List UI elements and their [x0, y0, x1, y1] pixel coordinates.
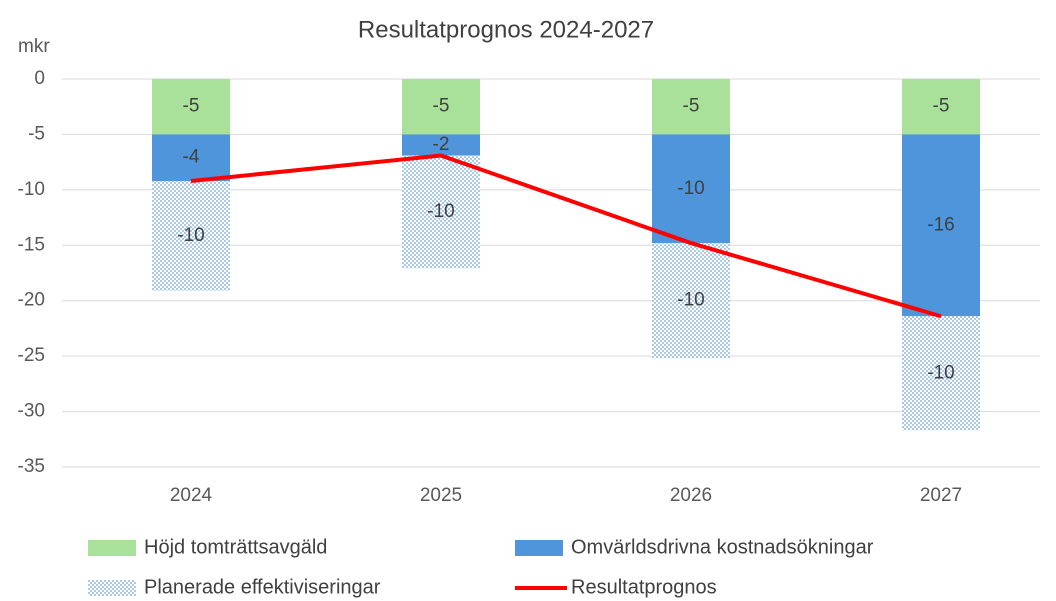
legend-swatch [88, 580, 136, 596]
bar-segment [902, 79, 980, 135]
bar-segment [652, 134, 730, 244]
x-tick-label: 2024 [170, 485, 213, 506]
y-tick-label: -30 [18, 401, 45, 422]
data-label: -4 [183, 147, 200, 168]
y-tick-label: -15 [18, 234, 45, 255]
data-label: -10 [177, 225, 204, 246]
bar-segment [402, 79, 480, 135]
bar-segment [152, 79, 230, 135]
x-tick-label: 2027 [920, 485, 962, 506]
y-tick-label: -25 [18, 345, 45, 366]
legend-label: Omvärldsdrivna kostnadsökningar [571, 536, 874, 558]
data-label: -16 [927, 214, 954, 235]
bar-segment [652, 243, 730, 359]
data-label: -10 [677, 290, 704, 311]
x-tick-label: 2026 [670, 485, 712, 506]
data-label: -5 [433, 96, 450, 117]
chart-title: Resultatprognos 2024-2027 [358, 16, 654, 43]
y-tick-label: -35 [18, 456, 45, 477]
y-tick-label: -5 [28, 123, 45, 144]
legend-label: Planerade effektiviseringar [144, 576, 381, 598]
line [190, 153, 942, 319]
data-label: -10 [927, 362, 954, 383]
bar-segment [152, 180, 230, 291]
legend-swatch [88, 540, 136, 556]
y-axis-label: mkr [18, 36, 50, 57]
legend-label: Höjd tomträttsavgäld [144, 536, 327, 558]
y-tick-label: 0 [34, 68, 45, 89]
y-tick-label: -20 [18, 290, 45, 311]
bar-segment [902, 316, 980, 431]
data-label: -5 [683, 96, 700, 117]
data-label: -10 [677, 178, 704, 199]
data-label: -5 [933, 96, 950, 117]
data-label: -2 [433, 134, 450, 155]
x-tick-label: 2025 [420, 485, 462, 506]
legend-label: Resultatprognos [571, 576, 717, 598]
bar-segment [652, 79, 730, 135]
bar-segment [152, 134, 230, 181]
bar-segment [402, 155, 480, 269]
bar-segment [402, 134, 480, 156]
data-label: -5 [183, 96, 200, 117]
legend-swatch [515, 540, 563, 556]
y-tick-label: -10 [18, 179, 45, 200]
data-label: -10 [427, 201, 454, 222]
bar-segment [902, 134, 980, 317]
